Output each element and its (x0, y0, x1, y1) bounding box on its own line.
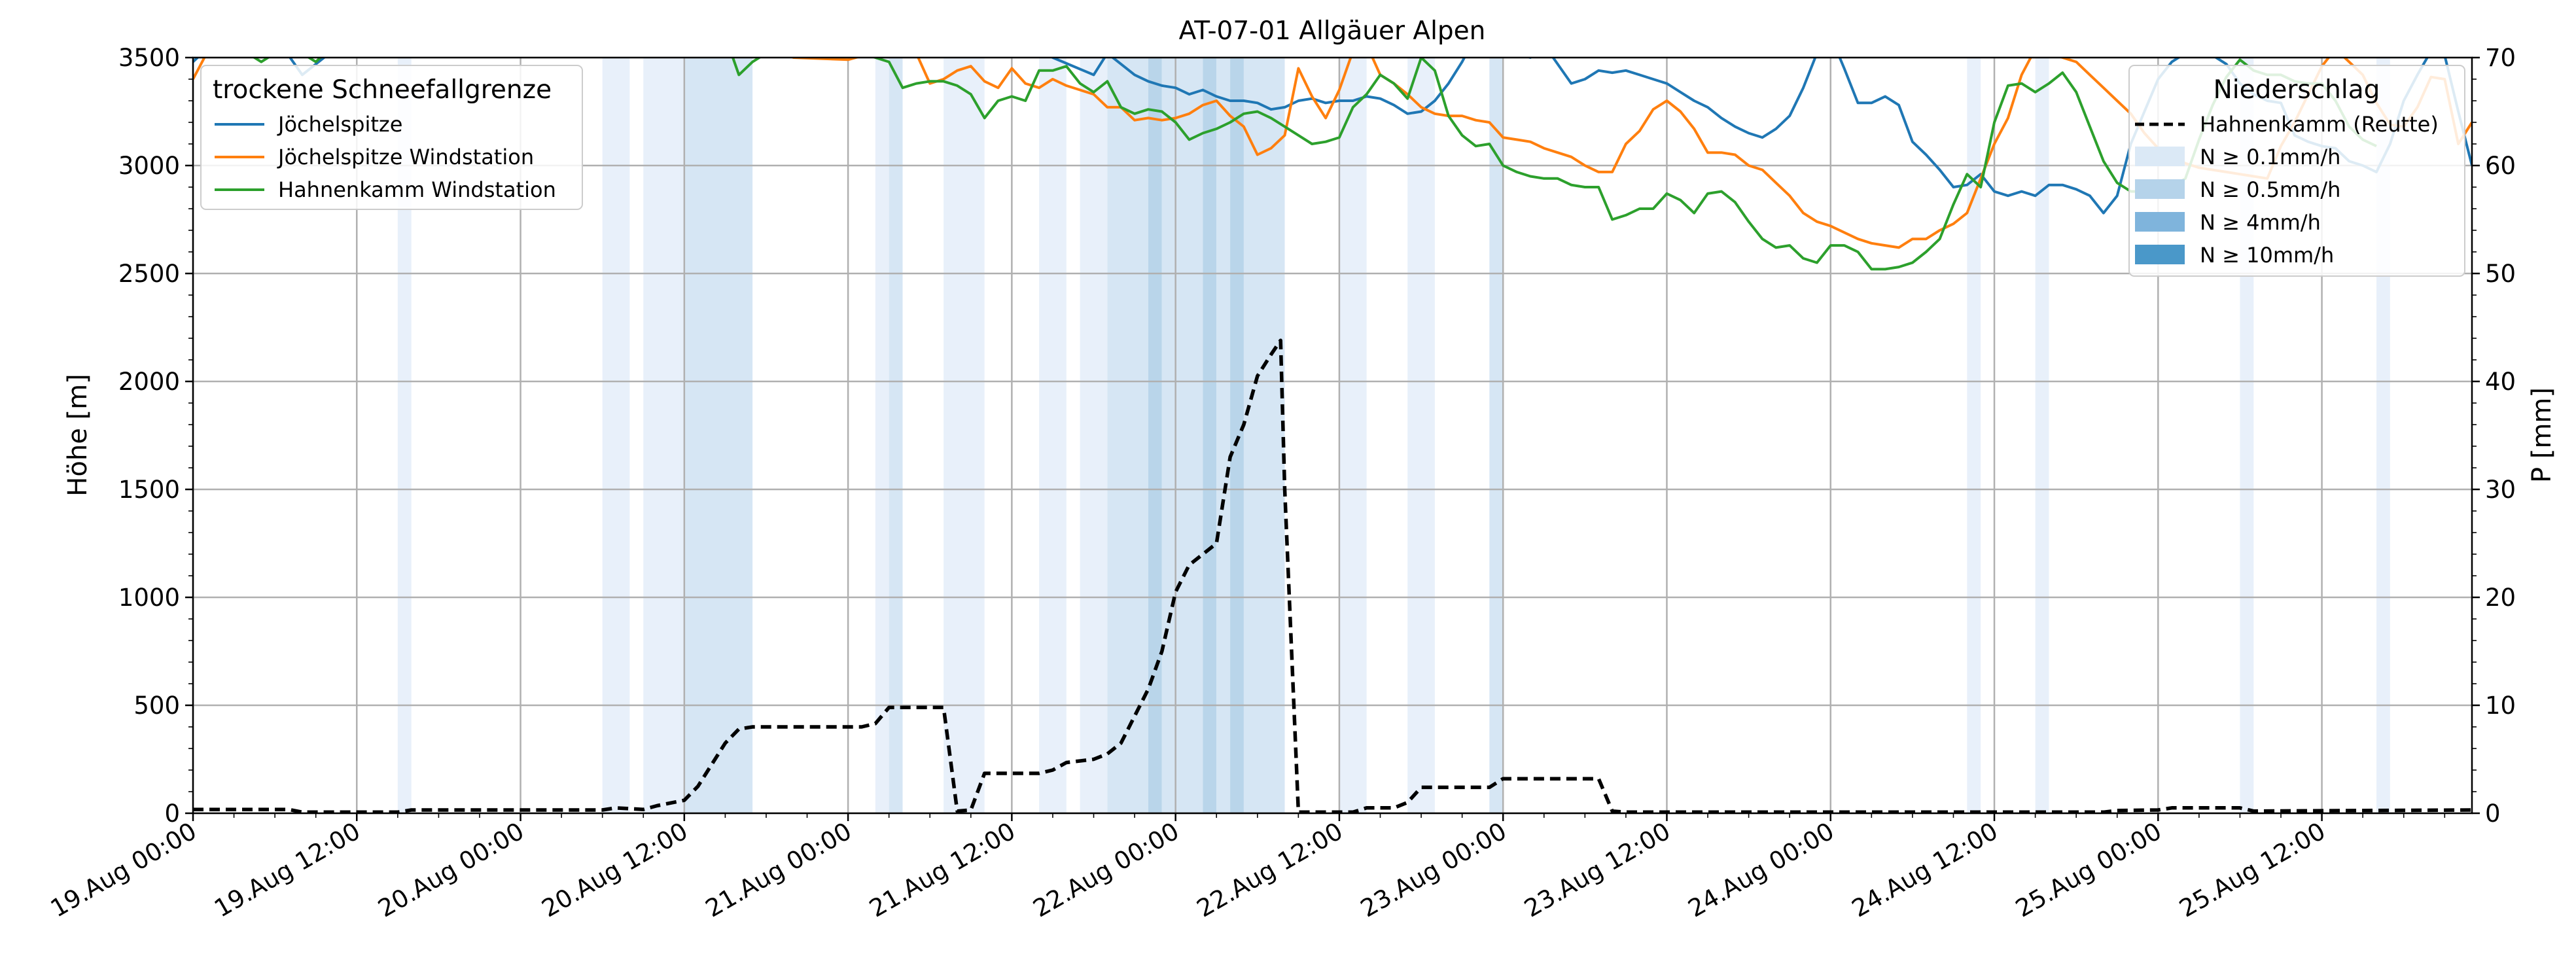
x-tick-label: 23.Aug 12:00 (1519, 817, 1675, 923)
legend-label-n-0-5: N ≥ 0.5mm/h (2200, 177, 2340, 202)
y-tick-label-right: 40 (2485, 368, 2516, 396)
legend-precipitation-title: Niederschlag (2214, 75, 2380, 105)
precip-band (1148, 58, 1162, 813)
precip-band (1107, 58, 1148, 813)
precip-band (684, 58, 753, 813)
precip-band (1080, 58, 1108, 813)
y-axis-title-right: P [mm] (2527, 387, 2557, 483)
precip-band (2035, 58, 2049, 813)
precipitation-bands (397, 58, 2390, 813)
precip-band (602, 58, 630, 813)
y-tick-label-left: 3500 (118, 44, 180, 72)
precip-band (1967, 58, 1981, 813)
legend-swatch-n-10 (2135, 245, 2185, 264)
series-line-hahnenkamm-reutte (193, 338, 2472, 813)
y-tick-label-right: 0 (2485, 800, 2501, 828)
legend-snowline-box (200, 65, 583, 210)
x-tick-label: 21.Aug 12:00 (864, 817, 1020, 923)
precip-band (643, 58, 684, 813)
y-tick-label-right: 70 (2485, 44, 2516, 72)
legend-swatch-n-0-1 (2135, 147, 2185, 166)
precip-band (1161, 58, 1203, 813)
y-tick-label-right: 30 (2485, 476, 2516, 504)
x-tick-label: 20.Aug 00:00 (373, 817, 529, 923)
legend-snowline-title: trockene Schneefallgrenze (213, 75, 552, 105)
chart-title: AT-07-01 Allgäuer Alpen (1179, 16, 1486, 46)
precip-band (1407, 58, 1435, 813)
y-tick-label-left: 500 (133, 692, 180, 720)
series-line-j-chelspitze (193, 58, 2472, 215)
x-tick-label: 22.Aug 00:00 (1029, 817, 1184, 923)
legend-label-n-4: N ≥ 4mm/h (2200, 210, 2321, 235)
x-tick-label: 25.Aug 00:00 (2011, 817, 2166, 923)
legend-precipitation: Niederschlag Hahnenkamm (Reutte) N ≥ 0.1… (2128, 65, 2465, 277)
series-line-hahnenkamm-windstation (193, 58, 2377, 271)
precip-band (1489, 58, 1504, 813)
precip-band (1243, 58, 1285, 813)
legend-precipitation-box (2128, 65, 2465, 277)
series-lines (193, 58, 2472, 813)
legend-label-reutte: Hahnenkamm (Reutte) (2200, 112, 2439, 137)
y-tick-label-left: 1500 (118, 476, 180, 504)
legend-swatch-n-4 (2135, 212, 2185, 232)
y-tick-label-left: 1000 (118, 584, 180, 612)
y-tick-label-left: 2000 (118, 368, 180, 396)
legend-label-hahnenkamm-windstation: Hahnenkamm Windstation (278, 177, 556, 202)
y-tick-label-right: 60 (2485, 152, 2516, 180)
precip-band (1339, 58, 1367, 813)
x-tick-label: 24.Aug 00:00 (1684, 817, 1839, 923)
x-tick-label: 22.Aug 12:00 (1192, 817, 1348, 923)
precip-band (875, 58, 889, 813)
precip-band (1230, 58, 1244, 813)
x-tick-label: 19.Aug 12:00 (209, 817, 365, 923)
y-tick-label-right: 20 (2485, 584, 2516, 612)
y-tick-label-left: 2500 (118, 260, 180, 288)
y-tick-label-right: 50 (2485, 260, 2516, 288)
precip-band (944, 58, 985, 813)
precip-band (1203, 58, 1217, 813)
legend-label-n-10: N ≥ 10mm/h (2200, 243, 2334, 268)
precip-band (1216, 58, 1231, 813)
plot-frame (192, 56, 2473, 815)
legend-label-n-0-1: N ≥ 0.1mm/h (2200, 145, 2340, 169)
x-tick-label: 21.Aug 00:00 (701, 817, 856, 923)
precip-band (397, 58, 412, 813)
y-tick-label-left: 3000 (118, 152, 180, 180)
legend-snowline: trockene Schneefallgrenze Jöchelspitze J… (200, 65, 583, 210)
x-tick-label: 23.Aug 00:00 (1356, 817, 1511, 923)
x-tick-label: 25.Aug 12:00 (2175, 817, 2331, 923)
x-tick-label: 20.Aug 12:00 (537, 817, 693, 923)
legend-label-joechelspitze-windstation: Jöchelspitze Windstation (277, 145, 534, 169)
legend-swatch-n-0-5 (2135, 179, 2185, 199)
y-tick-label-left: 0 (164, 800, 180, 828)
precip-band (1039, 58, 1067, 813)
y-axis-title-left: Höhe [m] (63, 374, 93, 496)
x-tick-label: 19.Aug 00:00 (46, 817, 202, 923)
y-tick-label-right: 10 (2485, 692, 2516, 720)
legend-label-joechelspitze: Jöchelspitze (277, 112, 402, 137)
x-tick-label: 24.Aug 12:00 (1847, 817, 2003, 923)
precip-band (889, 58, 903, 813)
